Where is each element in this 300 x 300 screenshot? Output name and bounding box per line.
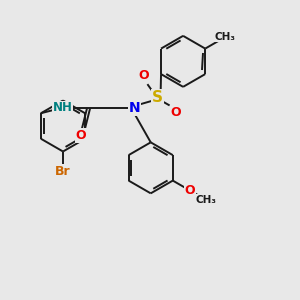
Text: N: N: [128, 101, 140, 115]
Text: O: O: [76, 129, 86, 142]
Text: O: O: [138, 69, 149, 82]
Text: Br: Br: [55, 165, 71, 178]
Text: NH: NH: [52, 101, 73, 114]
Text: O: O: [184, 184, 195, 197]
Text: CH₃: CH₃: [215, 32, 236, 42]
Text: S: S: [152, 90, 163, 105]
Text: O: O: [170, 106, 181, 119]
Text: CH₃: CH₃: [195, 194, 216, 205]
